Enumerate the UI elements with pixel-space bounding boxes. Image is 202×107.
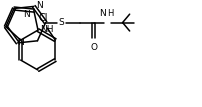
- Text: N: N: [17, 38, 24, 47]
- Text: N: N: [98, 9, 105, 18]
- Text: H: H: [107, 9, 113, 18]
- Text: S: S: [58, 18, 64, 27]
- Text: N: N: [36, 1, 43, 10]
- Text: N: N: [23, 10, 30, 19]
- Text: NH: NH: [40, 25, 54, 34]
- Text: O: O: [90, 43, 97, 52]
- Text: Cl: Cl: [38, 13, 48, 23]
